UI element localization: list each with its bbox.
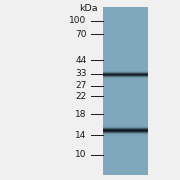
Bar [103, 127, 148, 128]
Text: 70: 70 [75, 30, 86, 39]
Bar [103, 79, 148, 80]
Bar [103, 125, 148, 126]
Text: 100: 100 [69, 16, 86, 25]
Text: 44: 44 [75, 56, 86, 65]
Bar [103, 75, 148, 76]
Bar [103, 71, 148, 72]
Bar [103, 129, 148, 130]
Text: 27: 27 [75, 81, 86, 90]
Bar [103, 134, 148, 135]
Bar [103, 7, 148, 175]
Bar [103, 135, 148, 136]
Bar [103, 73, 148, 74]
Bar [103, 131, 148, 132]
Bar [103, 130, 148, 131]
Bar [103, 128, 148, 129]
Text: 10: 10 [75, 150, 86, 159]
Bar [103, 76, 148, 77]
Text: 33: 33 [75, 69, 86, 78]
Bar [103, 77, 148, 78]
Text: 18: 18 [75, 110, 86, 119]
Bar [103, 126, 148, 127]
Bar [103, 74, 148, 75]
Text: kDa: kDa [80, 4, 98, 13]
Text: 14: 14 [75, 130, 86, 140]
Bar [103, 72, 148, 73]
Bar [103, 78, 148, 79]
Bar [103, 70, 148, 71]
Bar [103, 132, 148, 133]
Bar [103, 133, 148, 134]
Text: 22: 22 [75, 92, 86, 101]
